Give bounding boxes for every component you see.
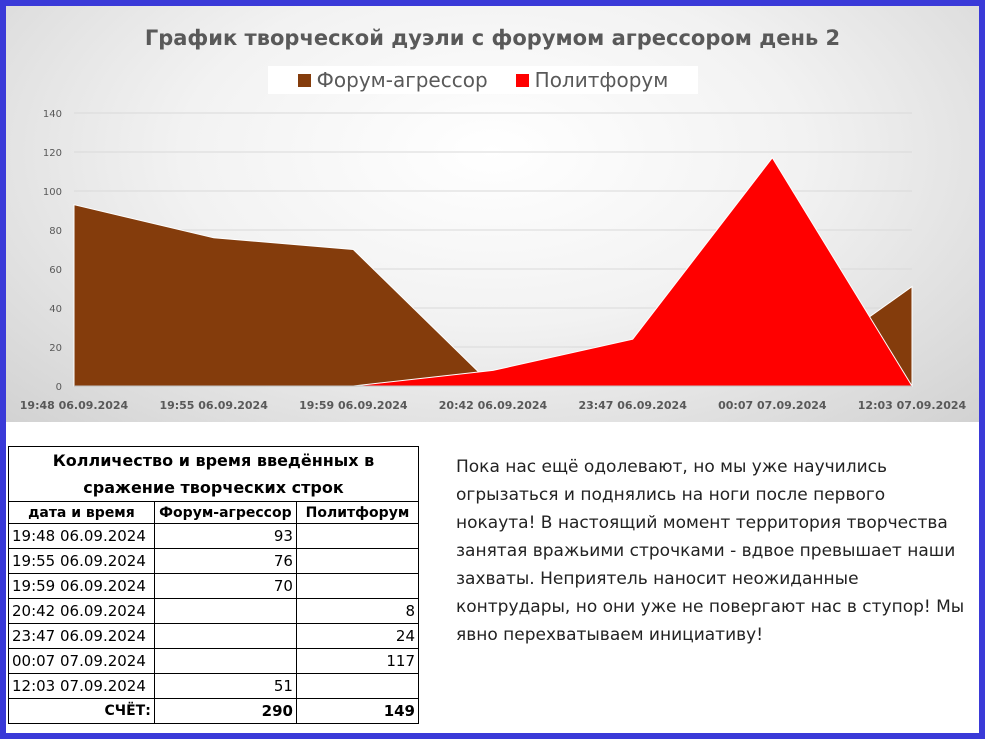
table-row: 23:47 06.09.2024 24 bbox=[8, 623, 420, 649]
area-chart: 0 20 40 60 80 100 120 140 19:48 06.09.2024 19:55 … bbox=[20, 109, 967, 412]
column-header-aggressor: Форум-агрессор bbox=[153, 501, 297, 524]
y-tick-label: 80 bbox=[49, 226, 62, 237]
y-tick-label: 60 bbox=[49, 265, 62, 276]
table-caption: Колличество и время введённых в сражение… bbox=[8, 446, 419, 502]
table-cell: 00:07 07.09.2024 bbox=[8, 648, 155, 674]
chart-area: 0 20 40 60 80 100 120 140 19:48 06.09.2024 19:55 … bbox=[6, 6, 979, 422]
x-tick-label: 00:07 07.09.2024 bbox=[718, 399, 827, 412]
y-tick-label: 100 bbox=[43, 187, 62, 198]
x-tick-label: 20:42 06.09.2024 bbox=[439, 399, 548, 412]
table-cell: 24 bbox=[295, 623, 420, 649]
table-row: 20:42 06.09.2024 8 bbox=[8, 598, 420, 624]
chart-title: График творческой дуэли с форумом агресс… bbox=[144, 26, 841, 50]
column-header-datetime: дата и время bbox=[8, 501, 155, 524]
table-cell bbox=[295, 523, 420, 549]
legend-label-series-0: Форум-агрессор bbox=[316, 68, 488, 92]
table-row: 19:55 06.09.2024 76 bbox=[8, 548, 420, 574]
y-tick-label: 40 bbox=[49, 304, 62, 315]
x-tick-label: 19:55 06.09.2024 bbox=[159, 399, 268, 412]
comment-text: Пока нас ещё одолевают, но мы уже научил… bbox=[456, 457, 965, 645]
table-cell bbox=[153, 598, 297, 624]
table-cell: 117 bbox=[295, 648, 420, 674]
table-cell: 20:42 06.09.2024 bbox=[8, 598, 155, 624]
table-cell bbox=[295, 673, 420, 699]
total-value: 290 bbox=[153, 698, 297, 724]
table-cell: 8 bbox=[295, 598, 420, 624]
table-row: 00:07 07.09.2024 117 bbox=[8, 648, 420, 674]
x-tick-label: 19:59 06.09.2024 bbox=[299, 399, 408, 412]
table-row: 19:59 06.09.2024 70 bbox=[8, 573, 420, 599]
table-cell: 12:03 07.09.2024 bbox=[8, 673, 155, 699]
x-tick-label: 19:48 06.09.2024 bbox=[20, 399, 129, 412]
total-value: 149 bbox=[295, 698, 420, 724]
table-cell: 23:47 06.09.2024 bbox=[8, 623, 155, 649]
table-cell bbox=[153, 623, 297, 649]
table-cell: 76 bbox=[153, 548, 297, 574]
y-tick-label: 120 bbox=[43, 148, 62, 159]
y-tick-label: 0 bbox=[56, 382, 62, 393]
table-cell: 93 bbox=[153, 523, 297, 549]
legend-swatch-series-1 bbox=[515, 73, 529, 87]
table-cell: 19:59 06.09.2024 bbox=[8, 573, 155, 599]
y-tick-label: 140 bbox=[43, 109, 62, 120]
table-cell: 19:55 06.09.2024 bbox=[8, 548, 155, 574]
table-header-row: дата и время Форум-агрессор Политфорум bbox=[8, 501, 420, 524]
legend-swatch-series-0 bbox=[297, 73, 311, 87]
y-tick-label: 20 bbox=[49, 343, 62, 354]
table-row: 19:48 06.09.2024 93 bbox=[8, 523, 420, 549]
legend-label-series-1: Политфорум bbox=[534, 68, 669, 92]
table-cell bbox=[153, 648, 297, 674]
chart-legend: Форум-агрессор Политфорум bbox=[268, 66, 698, 94]
total-label: СЧЁТ: bbox=[8, 698, 155, 724]
legend-item-series-0: Форум-агрессор bbox=[297, 68, 488, 92]
table-cell: 51 bbox=[153, 673, 297, 699]
table-total-row: СЧЁТ: 290 149 bbox=[8, 698, 420, 724]
table-cell bbox=[295, 548, 420, 574]
slide: 0 20 40 60 80 100 120 140 19:48 06.09.2024 19:55 … bbox=[6, 6, 979, 733]
table-cell: 70 bbox=[153, 573, 297, 599]
column-header-politforum: Политфорум bbox=[295, 501, 420, 524]
x-tick-label: 12:03 07.09.2024 bbox=[858, 399, 967, 412]
table-caption-row: Колличество и время введённых в сражение… bbox=[8, 446, 419, 502]
table-cell bbox=[295, 573, 420, 599]
table-cell: 19:48 06.09.2024 bbox=[8, 523, 155, 549]
x-tick-label: 23:47 06.09.2024 bbox=[578, 399, 687, 412]
legend-item-series-1: Политфорум bbox=[515, 68, 669, 92]
data-table: Колличество и время введённых в сражение… bbox=[8, 446, 420, 724]
table-row: 12:03 07.09.2024 51 bbox=[8, 673, 420, 699]
